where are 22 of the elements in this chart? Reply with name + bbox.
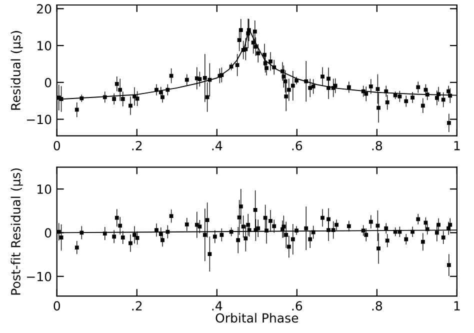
- y-tick-label: −10: [26, 272, 52, 282]
- x-tick-label: .6: [292, 140, 302, 150]
- x-tick-label: .8: [372, 140, 382, 150]
- x-tick-label: 1: [454, 141, 460, 150]
- x-tick-label: .6: [292, 301, 302, 311]
- y-axis-title: Post-fit Residual (μs): [10, 168, 23, 295]
- y-tick-label: 10: [37, 184, 52, 194]
- x-tick-label: .4: [212, 301, 222, 310]
- y-tick-label: 10: [37, 41, 52, 50]
- x-axis-title: Orbital Phase: [216, 312, 298, 323]
- y-tick-label: 0: [44, 78, 52, 88]
- x-tick-label: .2: [132, 301, 142, 310]
- x-tick-label: .4: [212, 141, 222, 150]
- x-tick-label: .8: [372, 301, 382, 311]
- x-tick-label: .2: [132, 140, 142, 150]
- y-tick-label: −10: [26, 114, 52, 124]
- y-tick-label: 20: [37, 4, 52, 14]
- x-tick-label: 0: [54, 301, 60, 311]
- x-tick-label: 1: [454, 301, 460, 310]
- y-axis-title: Residual (μs): [10, 31, 23, 110]
- y-tick-label: 0: [44, 228, 52, 238]
- x-tick-label: 0: [54, 140, 60, 150]
